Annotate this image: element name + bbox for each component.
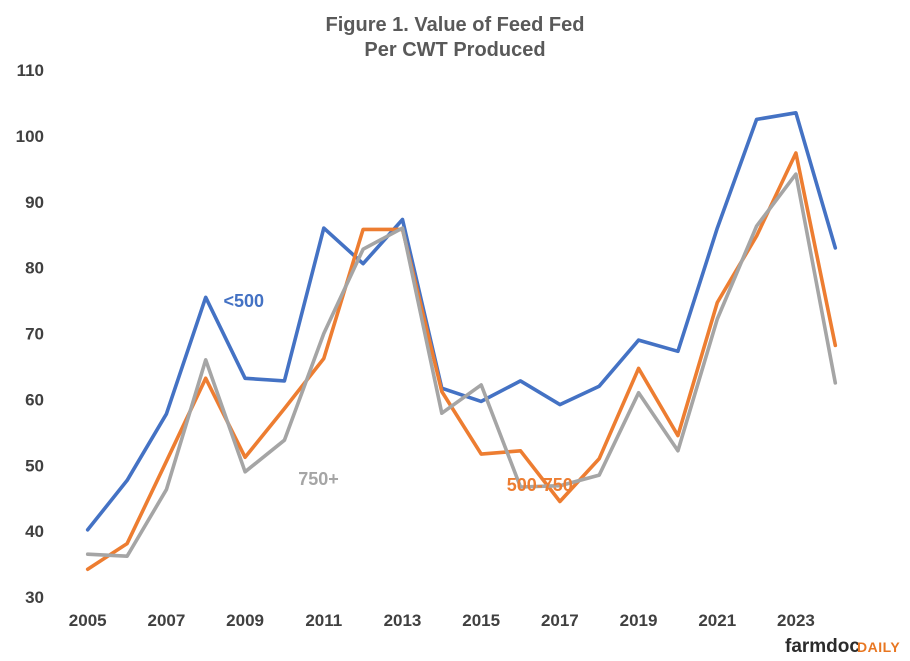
x-tick-label: 2021 xyxy=(698,611,736,630)
y-axis: 30 40 50 60 70 80 90 100 110 xyxy=(16,61,44,607)
y-tick-label: 110 xyxy=(17,61,44,80)
x-tick-label: 2011 xyxy=(305,611,342,630)
series-layer xyxy=(85,111,838,572)
series-labels: <500 500-750 750+ xyxy=(223,291,572,495)
y-tick-label: 70 xyxy=(25,325,44,344)
series-line-500-750 xyxy=(85,151,838,572)
y-tick-label: 100 xyxy=(16,127,44,146)
series-line-500 xyxy=(85,111,838,532)
x-axis: 2005 2007 2009 2011 2013 2015 2017 2019 2021 2023 xyxy=(69,611,815,630)
x-tick-label: 2007 xyxy=(147,611,185,630)
y-tick-label: 40 xyxy=(25,522,44,541)
x-tick-label: 2023 xyxy=(777,611,815,630)
x-tick-label: 2015 xyxy=(462,611,500,630)
y-tick-label: 50 xyxy=(25,456,44,475)
series-label: <500 xyxy=(223,291,264,311)
y-tick-label: 60 xyxy=(25,390,44,409)
x-tick-label: 2019 xyxy=(620,611,658,630)
y-tick-label: 80 xyxy=(25,259,44,278)
chart-title-line-2: Per CWT Produced xyxy=(364,39,545,61)
series-line-750 xyxy=(85,172,838,559)
x-tick-label: 2013 xyxy=(384,611,422,630)
x-tick-label: 2017 xyxy=(541,611,579,630)
series-label: 750+ xyxy=(298,469,339,489)
x-tick-label: 2009 xyxy=(226,611,264,630)
x-tick-label: 2005 xyxy=(69,611,107,630)
y-tick-label: 90 xyxy=(25,193,44,212)
logo-text-daily: DAILY xyxy=(857,639,900,655)
logo-text-farmdoc: farmdoc xyxy=(785,636,860,657)
chart-title-line-1: Figure 1. Value of Feed Fed xyxy=(326,14,585,36)
y-tick-label: 30 xyxy=(25,588,44,607)
farmdoc-daily-logo: farmdoc DAILY xyxy=(785,636,900,657)
series-label: 500-750 xyxy=(507,475,573,495)
